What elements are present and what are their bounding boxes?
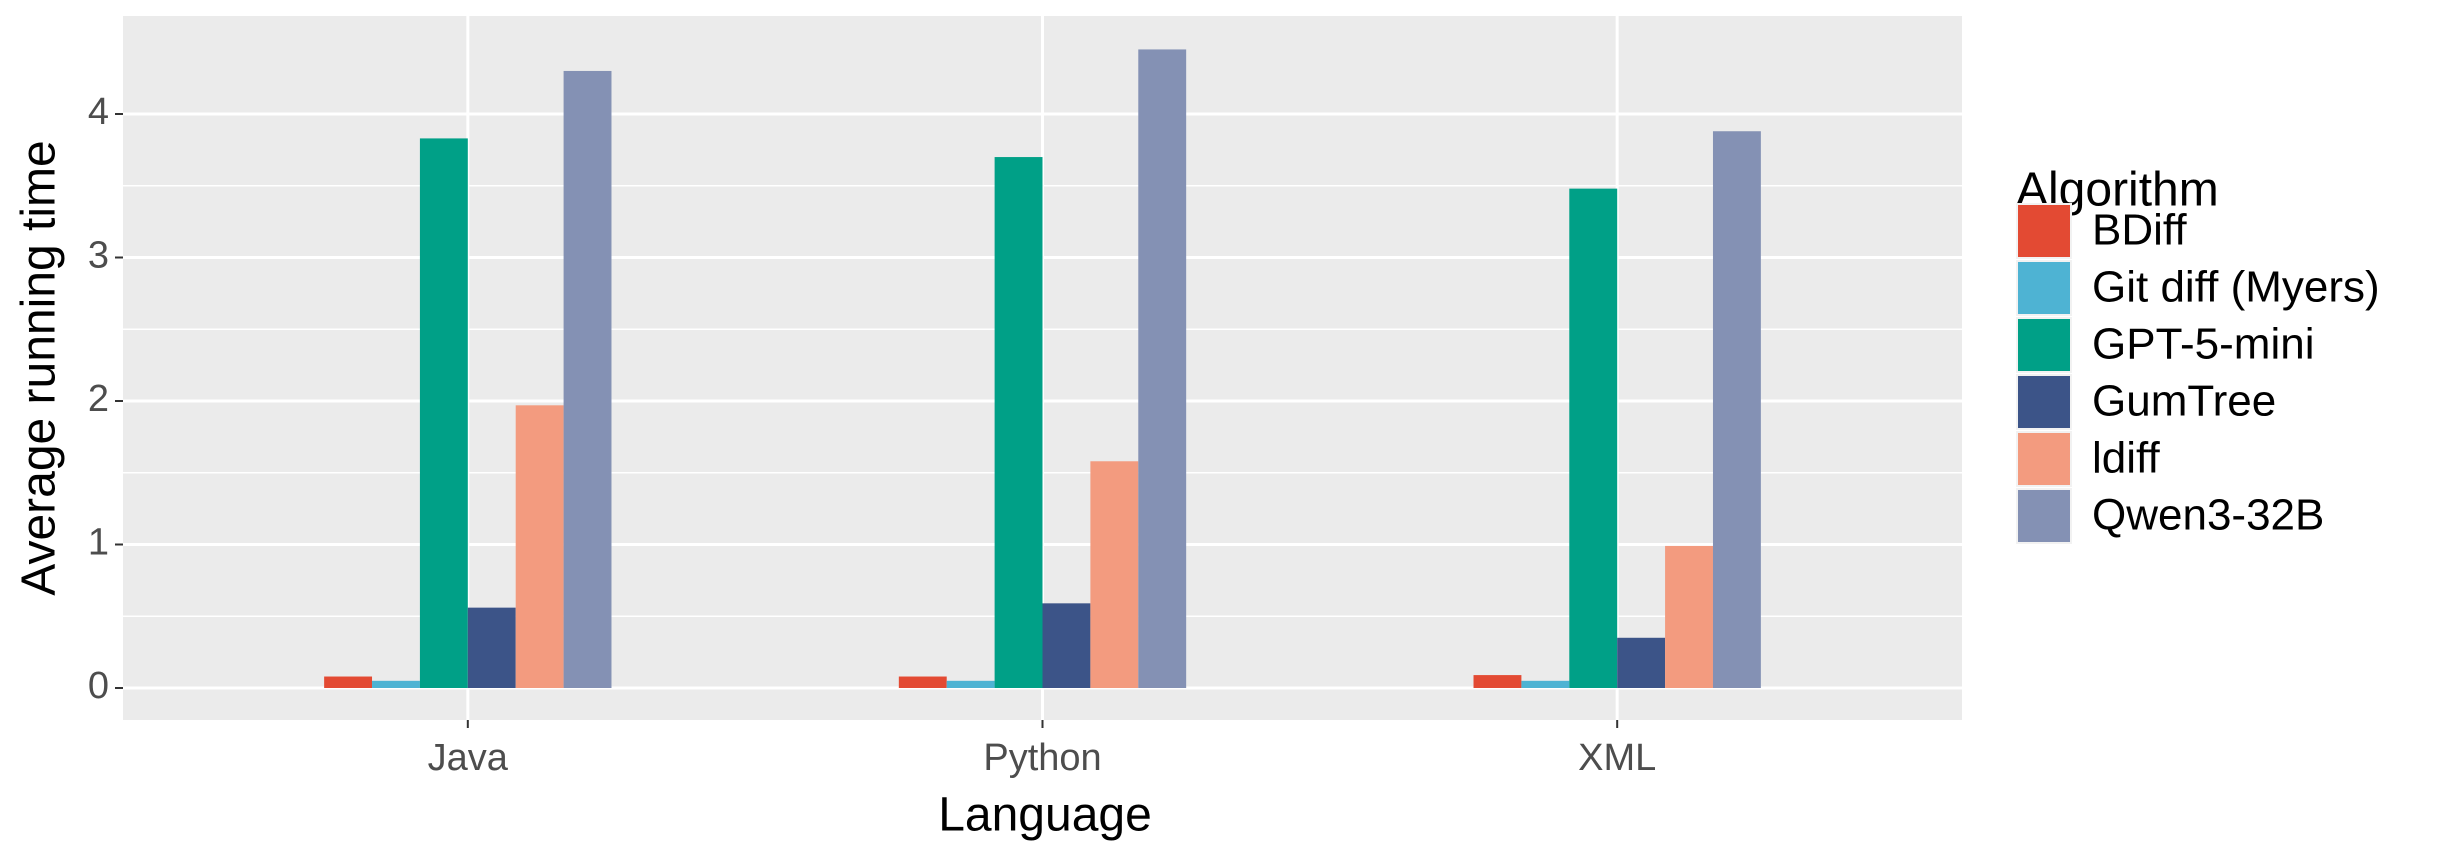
bar [1569, 188, 1618, 688]
bar [515, 405, 564, 688]
x-tick-label: XML [1578, 737, 1656, 779]
x-tick-label: Java [428, 737, 509, 779]
legend-label: GumTree [2092, 377, 2276, 426]
bar [1521, 680, 1570, 688]
bar [563, 70, 612, 688]
y-tick-label: 4 [88, 91, 109, 133]
bar [1617, 637, 1666, 688]
legend-label: Git diff (Myers) [2092, 263, 2380, 312]
y-tick-label: 2 [88, 378, 109, 420]
legend-label: GPT-5-mini [2092, 320, 2314, 369]
legend-swatch [2018, 205, 2070, 257]
legend-label: BDiff [2092, 206, 2187, 255]
y-tick-label: 3 [88, 235, 109, 277]
bar [898, 676, 947, 688]
bar [1138, 49, 1187, 688]
y-tick-label: 1 [88, 522, 109, 564]
legend-swatch [2018, 262, 2070, 314]
bar [1090, 461, 1139, 688]
bar [1712, 131, 1761, 688]
bar [324, 676, 373, 688]
bar [1473, 675, 1522, 688]
bar [1042, 603, 1091, 688]
legend-label: Qwen3-32B [2092, 491, 2324, 540]
bar [467, 607, 516, 688]
legend-swatch [2018, 376, 2070, 428]
y-tick-label: 0 [88, 665, 109, 707]
bar [994, 157, 1043, 688]
bar [372, 680, 420, 688]
legend-label: ldiff [2092, 434, 2160, 483]
legend-swatch [2018, 490, 2070, 542]
x-axis-title: Language [938, 789, 1152, 842]
bar [1665, 545, 1713, 688]
bar [946, 680, 995, 688]
legend-swatch [2018, 433, 2070, 485]
bar [419, 138, 468, 689]
x-tick-label: Python [983, 737, 1101, 779]
legend-swatch [2018, 319, 2070, 371]
y-axis-title: Average running time [13, 140, 66, 595]
